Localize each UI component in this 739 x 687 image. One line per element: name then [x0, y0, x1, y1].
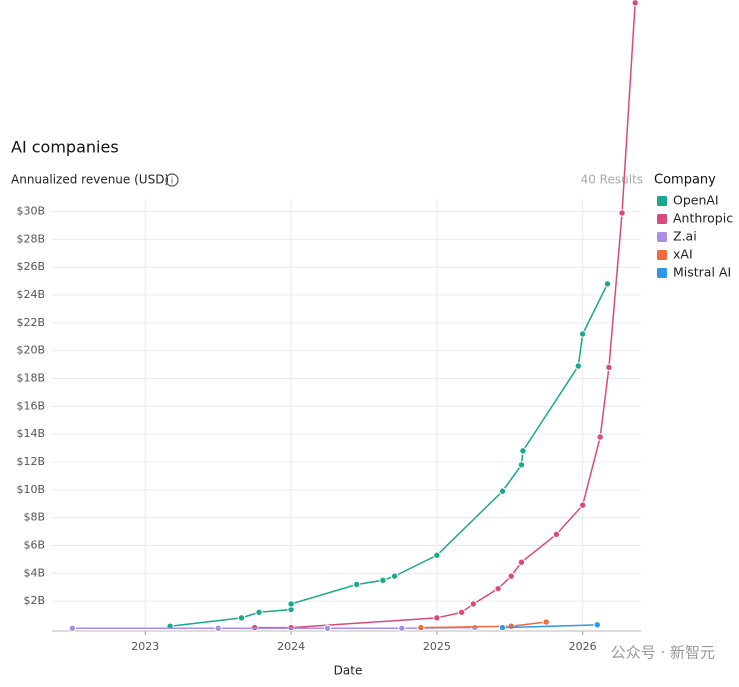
data-point: [517, 558, 526, 566]
legend-swatch: [657, 214, 667, 224]
y-tick-label: $22B: [16, 316, 45, 329]
watermark: 公众号 · 新智元: [611, 644, 715, 662]
series-line: [254, 2, 636, 629]
y-tick-label: $14B: [16, 427, 45, 440]
y-axis-label: Annualized revenue (USD): [11, 173, 169, 187]
results-count: 40 Results: [581, 173, 643, 187]
y-tick-label: $16B: [16, 399, 45, 412]
data-point: [68, 624, 77, 633]
data-point: [574, 362, 583, 370]
data-point: [593, 621, 601, 629]
data-point: [471, 623, 479, 632]
legend-label: Anthropic: [673, 211, 733, 226]
data-point: [214, 624, 222, 633]
data-point: [433, 614, 441, 622]
data-point: [578, 501, 587, 509]
legend-title: Company: [654, 173, 716, 188]
legend-swatch: [657, 268, 667, 278]
y-tick-label: $4B: [23, 566, 45, 579]
legend-label: Mistral AI: [673, 265, 731, 280]
data-point: [379, 576, 387, 584]
data-point: [578, 330, 587, 338]
x-axis-label: Date: [334, 664, 363, 678]
data-point: [519, 447, 527, 455]
y-tick-label: $6B: [23, 539, 45, 552]
data-point: [498, 487, 507, 495]
info-icon[interactable]: i: [165, 173, 179, 187]
y-tick-label: $12B: [16, 455, 45, 468]
series-line: [502, 624, 598, 629]
data-point: [323, 624, 332, 633]
data-point: [433, 551, 441, 559]
data-point: [494, 584, 502, 593]
x-tick-label: 2026: [569, 640, 597, 653]
data-point: [237, 614, 246, 622]
data-point: [618, 209, 626, 217]
data-point: [390, 572, 399, 580]
y-tick-label: $2B: [23, 594, 45, 607]
data-point: [596, 433, 604, 441]
series-line: [170, 283, 609, 627]
data-point: [603, 280, 612, 288]
y-tick-label: $26B: [16, 260, 45, 273]
y-tick-label: $24B: [16, 288, 45, 301]
data-point: [353, 580, 361, 589]
chart-title: AI companies: [11, 138, 119, 157]
data-point: [507, 622, 515, 630]
series-line: [72, 626, 475, 630]
x-tick-label: 2025: [423, 640, 451, 653]
x-tick-label: 2023: [131, 640, 159, 653]
data-point: [552, 530, 561, 539]
data-point: [498, 623, 507, 632]
y-tick-label: $10B: [16, 483, 45, 496]
legend-label: OpenAI: [673, 193, 719, 208]
x-tick-label: 2024: [277, 640, 305, 653]
y-tick-label: $28B: [16, 232, 45, 245]
legend-label: xAI: [673, 247, 693, 262]
data-point: [287, 600, 295, 608]
legend-swatch: [657, 232, 667, 242]
svg-text:i: i: [171, 177, 174, 187]
y-tick-label: $30B: [16, 205, 45, 218]
data-point: [255, 608, 263, 617]
data-point: [517, 461, 526, 469]
y-tick-label: $18B: [16, 372, 45, 385]
data-point: [398, 624, 406, 633]
data-point: [631, 0, 639, 7]
y-tick-label: $8B: [23, 511, 45, 524]
legend-swatch: [657, 196, 667, 206]
legend-label: Z.ai: [673, 229, 697, 244]
y-tick-label: $20B: [16, 344, 45, 357]
grid: [52, 199, 641, 629]
data-point: [457, 608, 466, 617]
data-point: [469, 600, 478, 608]
data-point: [605, 363, 613, 372]
data-point: [542, 618, 550, 626]
data-point: [507, 572, 515, 580]
legend-swatch: [657, 250, 667, 260]
data-point: [417, 623, 425, 632]
